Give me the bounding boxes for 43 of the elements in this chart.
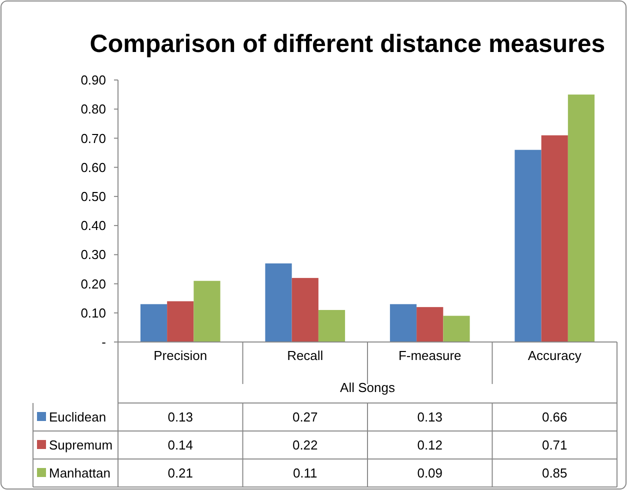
data-label: 0.11 xyxy=(292,466,318,481)
legend-label: Euclidean xyxy=(49,410,106,425)
x-tick-label: Accuracy xyxy=(528,348,582,363)
data-label: 0.22 xyxy=(292,438,318,453)
data-label: 0.09 xyxy=(417,466,443,481)
data-label: 0.27 xyxy=(292,410,318,425)
x-tick-label: F-measure xyxy=(398,348,462,363)
y-tick-label: - xyxy=(102,334,106,350)
bar xyxy=(292,278,318,342)
bar xyxy=(194,280,220,342)
x-axis-title: All Songs xyxy=(340,380,396,395)
bar xyxy=(416,307,444,342)
bar xyxy=(167,301,194,342)
y-tick-label: 0.60 xyxy=(80,160,106,175)
legend-label: Supremum xyxy=(49,438,113,453)
y-tick-label: 0.30 xyxy=(80,247,106,262)
data-label: 0.13 xyxy=(168,410,194,425)
data-label: 0.85 xyxy=(542,466,568,481)
bar xyxy=(318,310,346,342)
y-tick-label: 0.50 xyxy=(80,188,106,204)
bar xyxy=(140,304,168,342)
data-label: 0.66 xyxy=(542,410,568,425)
y-tick-label: 0.40 xyxy=(80,218,106,234)
y-tick-label: 0.10 xyxy=(80,305,106,320)
bar xyxy=(265,263,292,342)
data-label: 0.21 xyxy=(168,466,194,481)
x-tick-label: Precision xyxy=(154,348,208,363)
bar xyxy=(390,304,417,342)
bar xyxy=(568,94,595,342)
data-label: 0.12 xyxy=(417,438,443,453)
bar xyxy=(541,135,568,342)
data-label: 0.14 xyxy=(168,438,194,453)
data-label: 0.13 xyxy=(417,410,443,425)
bar xyxy=(514,150,542,342)
bar xyxy=(443,316,470,342)
x-tick-label: Recall xyxy=(287,348,324,363)
y-tick-label: 0.70 xyxy=(80,130,106,146)
y-tick-label: 0.80 xyxy=(80,102,106,117)
data-label: 0.71 xyxy=(542,438,568,453)
chart-title: Comparison of different distance measures xyxy=(90,30,606,58)
y-tick-label: 0.90 xyxy=(80,72,106,88)
y-tick-label: 0.20 xyxy=(80,276,106,292)
legend-label: Manhattan xyxy=(49,466,110,481)
